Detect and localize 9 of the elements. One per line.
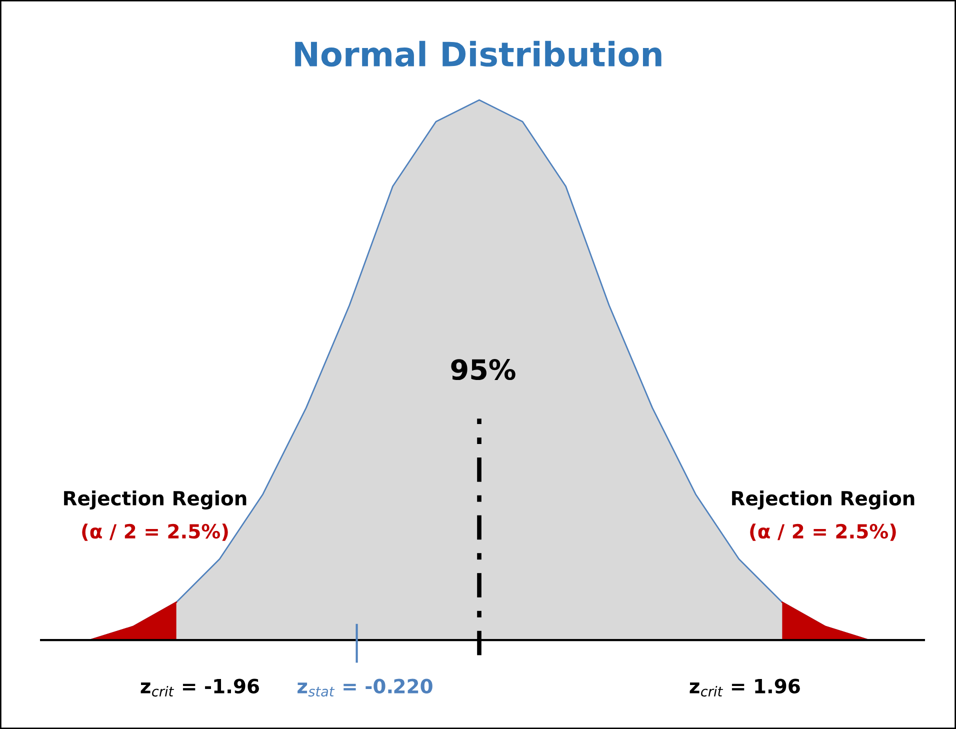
chart-title: Normal Distribution	[295, 40, 662, 67]
annotation: Rejection Region	[732, 490, 914, 510]
annotation: 95%	[451, 359, 516, 380]
annotation: (α / 2 = 2.5%)	[82, 524, 228, 541]
text: z$_{crit}$ = -1.96	[140, 678, 259, 697]
text: z$_{crit}$ = 1.96	[690, 678, 800, 697]
annotation: (α / 2 = 2.5%)	[750, 524, 896, 541]
annotation: Rejection Region	[64, 490, 246, 510]
text: z$_{stat}$ = -0.220	[298, 678, 432, 697]
